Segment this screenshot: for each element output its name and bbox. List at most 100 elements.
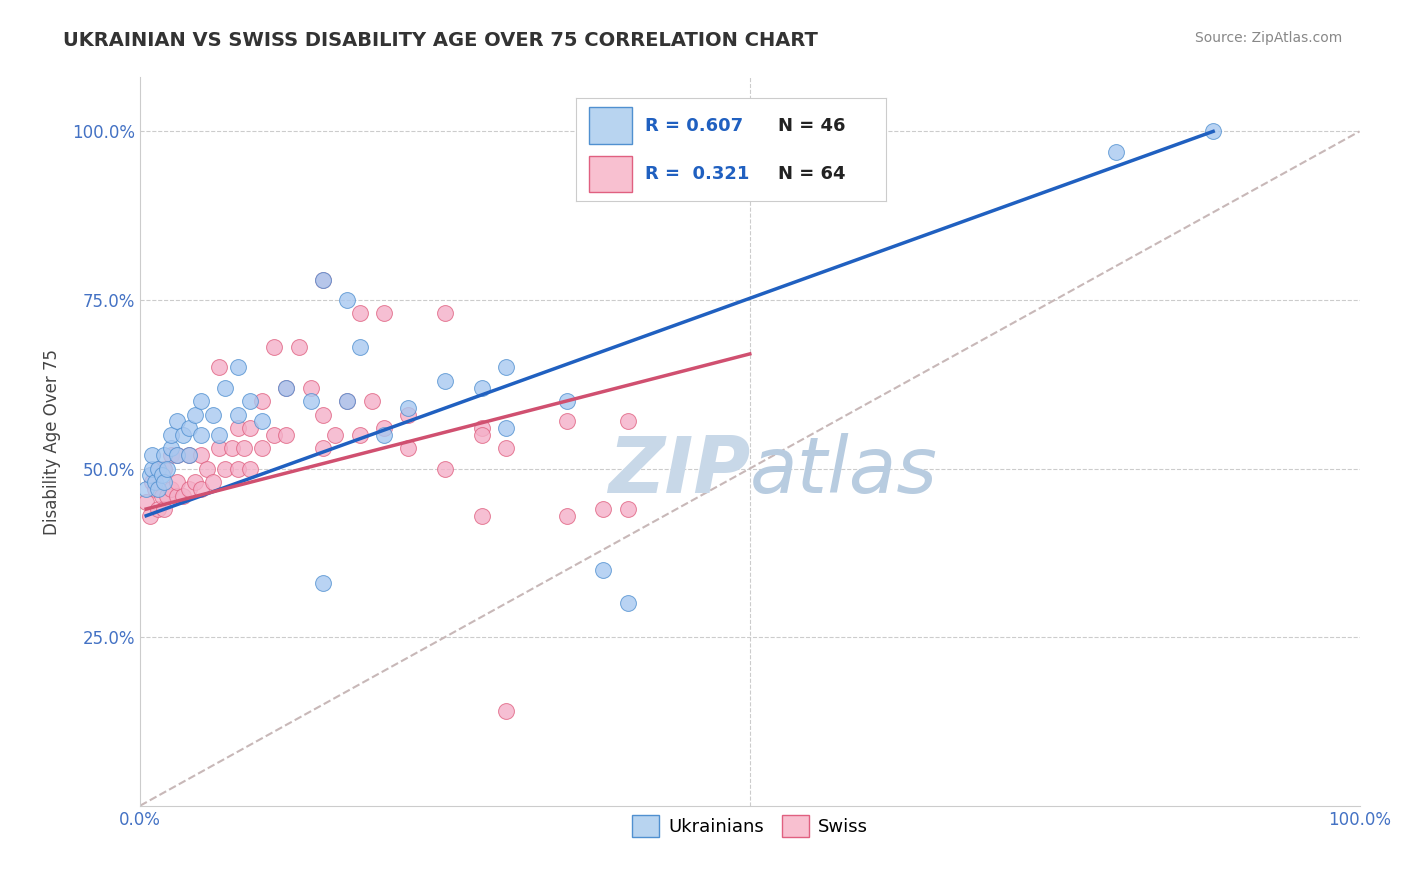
- Point: [433, 306, 456, 320]
- Point: [239, 394, 262, 409]
- Point: [396, 442, 419, 456]
- Point: [287, 340, 309, 354]
- Point: [299, 394, 322, 409]
- Point: [208, 442, 231, 456]
- Point: [143, 475, 166, 489]
- Point: [276, 427, 298, 442]
- Point: [396, 401, 419, 415]
- Point: [495, 704, 517, 718]
- Point: [148, 461, 170, 475]
- Y-axis label: Disability Age Over 75: Disability Age Over 75: [44, 349, 60, 534]
- Point: [177, 482, 200, 496]
- Point: [312, 442, 335, 456]
- Point: [177, 448, 200, 462]
- Point: [195, 461, 218, 475]
- FancyBboxPatch shape: [589, 107, 633, 145]
- Point: [470, 427, 492, 442]
- Point: [276, 381, 298, 395]
- Point: [148, 482, 170, 496]
- Text: N = 64: N = 64: [778, 165, 845, 183]
- Point: [336, 394, 359, 409]
- Point: [360, 394, 382, 409]
- Legend: Ukrainians, Swiss: Ukrainians, Swiss: [624, 807, 875, 844]
- Point: [135, 495, 157, 509]
- Point: [323, 427, 346, 442]
- Point: [396, 408, 419, 422]
- Point: [214, 381, 236, 395]
- Point: [555, 394, 578, 409]
- Point: [153, 461, 176, 475]
- Point: [166, 448, 188, 462]
- Point: [470, 508, 492, 523]
- Point: [232, 442, 254, 456]
- Text: R = 0.607: R = 0.607: [644, 117, 742, 135]
- Point: [153, 502, 176, 516]
- Point: [153, 475, 176, 489]
- Point: [495, 360, 517, 375]
- Point: [239, 461, 262, 475]
- Text: ZIP: ZIP: [607, 433, 749, 508]
- Point: [312, 576, 335, 591]
- Point: [470, 381, 492, 395]
- Point: [336, 293, 359, 307]
- Point: [226, 421, 249, 435]
- Point: [190, 394, 212, 409]
- Point: [202, 408, 225, 422]
- Point: [148, 502, 170, 516]
- Point: [592, 502, 614, 516]
- Point: [336, 394, 359, 409]
- Point: [156, 489, 179, 503]
- Point: [141, 475, 163, 489]
- Text: UKRAINIAN VS SWISS DISABILITY AGE OVER 75 CORRELATION CHART: UKRAINIAN VS SWISS DISABILITY AGE OVER 7…: [63, 31, 818, 50]
- Point: [159, 448, 181, 462]
- Point: [250, 394, 273, 409]
- Point: [184, 408, 207, 422]
- Point: [312, 273, 335, 287]
- Point: [208, 360, 231, 375]
- Point: [373, 306, 395, 320]
- Point: [555, 508, 578, 523]
- Point: [190, 427, 212, 442]
- Point: [159, 427, 181, 442]
- Point: [214, 461, 236, 475]
- Point: [153, 448, 176, 462]
- Text: N = 46: N = 46: [778, 117, 845, 135]
- Point: [135, 482, 157, 496]
- Point: [495, 442, 517, 456]
- Point: [617, 414, 640, 428]
- Point: [159, 442, 181, 456]
- Point: [250, 414, 273, 428]
- Point: [263, 340, 285, 354]
- Point: [239, 421, 262, 435]
- Point: [190, 448, 212, 462]
- Point: [150, 468, 173, 483]
- Point: [495, 421, 517, 435]
- Point: [349, 306, 371, 320]
- Point: [166, 414, 188, 428]
- Point: [148, 461, 170, 475]
- Point: [172, 489, 194, 503]
- Point: [1202, 124, 1225, 138]
- Point: [1104, 145, 1126, 159]
- Point: [312, 273, 335, 287]
- Point: [172, 427, 194, 442]
- Point: [226, 461, 249, 475]
- Point: [373, 427, 395, 442]
- Point: [617, 502, 640, 516]
- FancyBboxPatch shape: [589, 155, 633, 193]
- Point: [226, 360, 249, 375]
- Point: [141, 461, 163, 475]
- Point: [433, 461, 456, 475]
- Point: [139, 468, 162, 483]
- Text: atlas: atlas: [749, 433, 938, 508]
- Point: [226, 408, 249, 422]
- Text: R =  0.321: R = 0.321: [644, 165, 749, 183]
- Point: [312, 408, 335, 422]
- Point: [349, 340, 371, 354]
- Point: [433, 374, 456, 388]
- Point: [276, 381, 298, 395]
- Point: [190, 482, 212, 496]
- Point: [349, 427, 371, 442]
- Point: [177, 421, 200, 435]
- Point: [156, 461, 179, 475]
